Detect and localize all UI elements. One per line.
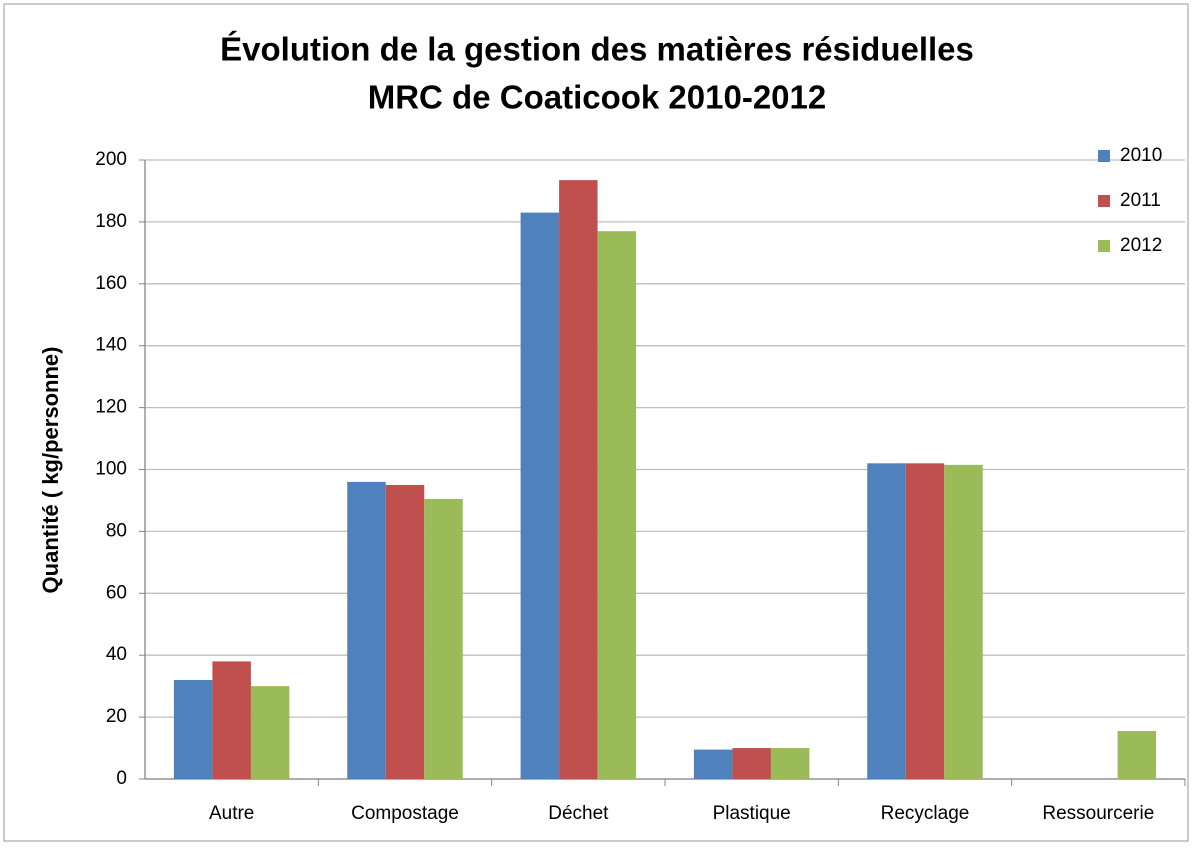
legend-label: 2012 bbox=[1120, 235, 1162, 256]
bar bbox=[597, 231, 637, 779]
bar bbox=[347, 481, 386, 779]
y-tick-label: 40 bbox=[106, 644, 127, 665]
bar bbox=[1117, 731, 1157, 779]
bar bbox=[212, 661, 251, 779]
x-tick-label: Recyclage bbox=[881, 803, 970, 824]
x-tick-label: Plastique bbox=[713, 803, 791, 824]
y-tick-label: 160 bbox=[95, 273, 127, 294]
y-tick-label: 140 bbox=[95, 335, 127, 356]
bar bbox=[173, 679, 213, 779]
bar bbox=[385, 484, 425, 779]
legend-swatch bbox=[1098, 150, 1110, 162]
y-tick-label: 180 bbox=[95, 211, 127, 232]
y-tick-label: 80 bbox=[106, 520, 127, 541]
x-tick-label: Autre bbox=[209, 803, 254, 824]
bar bbox=[905, 463, 945, 779]
y-tick-label: 120 bbox=[95, 397, 127, 418]
x-tick-label: Ressourcerie bbox=[1042, 803, 1154, 824]
chart-title: MRC de Coaticook 2010-2012 bbox=[368, 79, 827, 116]
legend-label: 2011 bbox=[1120, 190, 1161, 211]
bar bbox=[867, 463, 906, 779]
y-tick-label: 100 bbox=[95, 459, 127, 480]
y-axis-label: Quantité ( kg/personne) bbox=[38, 347, 63, 594]
chart-title: Évolution de la gestion des matières rés… bbox=[220, 31, 974, 68]
x-tick-label: Compostage bbox=[351, 803, 459, 824]
bar bbox=[732, 748, 771, 779]
bar bbox=[424, 498, 463, 779]
y-tick-label: 0 bbox=[116, 768, 127, 789]
y-tick-label: 200 bbox=[95, 149, 127, 170]
bar bbox=[770, 748, 810, 779]
legend-swatch bbox=[1098, 195, 1110, 207]
y-tick-label: 20 bbox=[106, 706, 127, 727]
bar bbox=[250, 686, 290, 779]
bar bbox=[944, 464, 983, 779]
bar bbox=[693, 749, 733, 779]
x-tick-label: Déchet bbox=[548, 803, 609, 824]
legend-swatch bbox=[1098, 240, 1110, 252]
bar bbox=[520, 212, 560, 780]
legend-label: 2010 bbox=[1120, 145, 1162, 166]
y-tick-label: 60 bbox=[106, 582, 127, 603]
bar bbox=[559, 180, 598, 779]
